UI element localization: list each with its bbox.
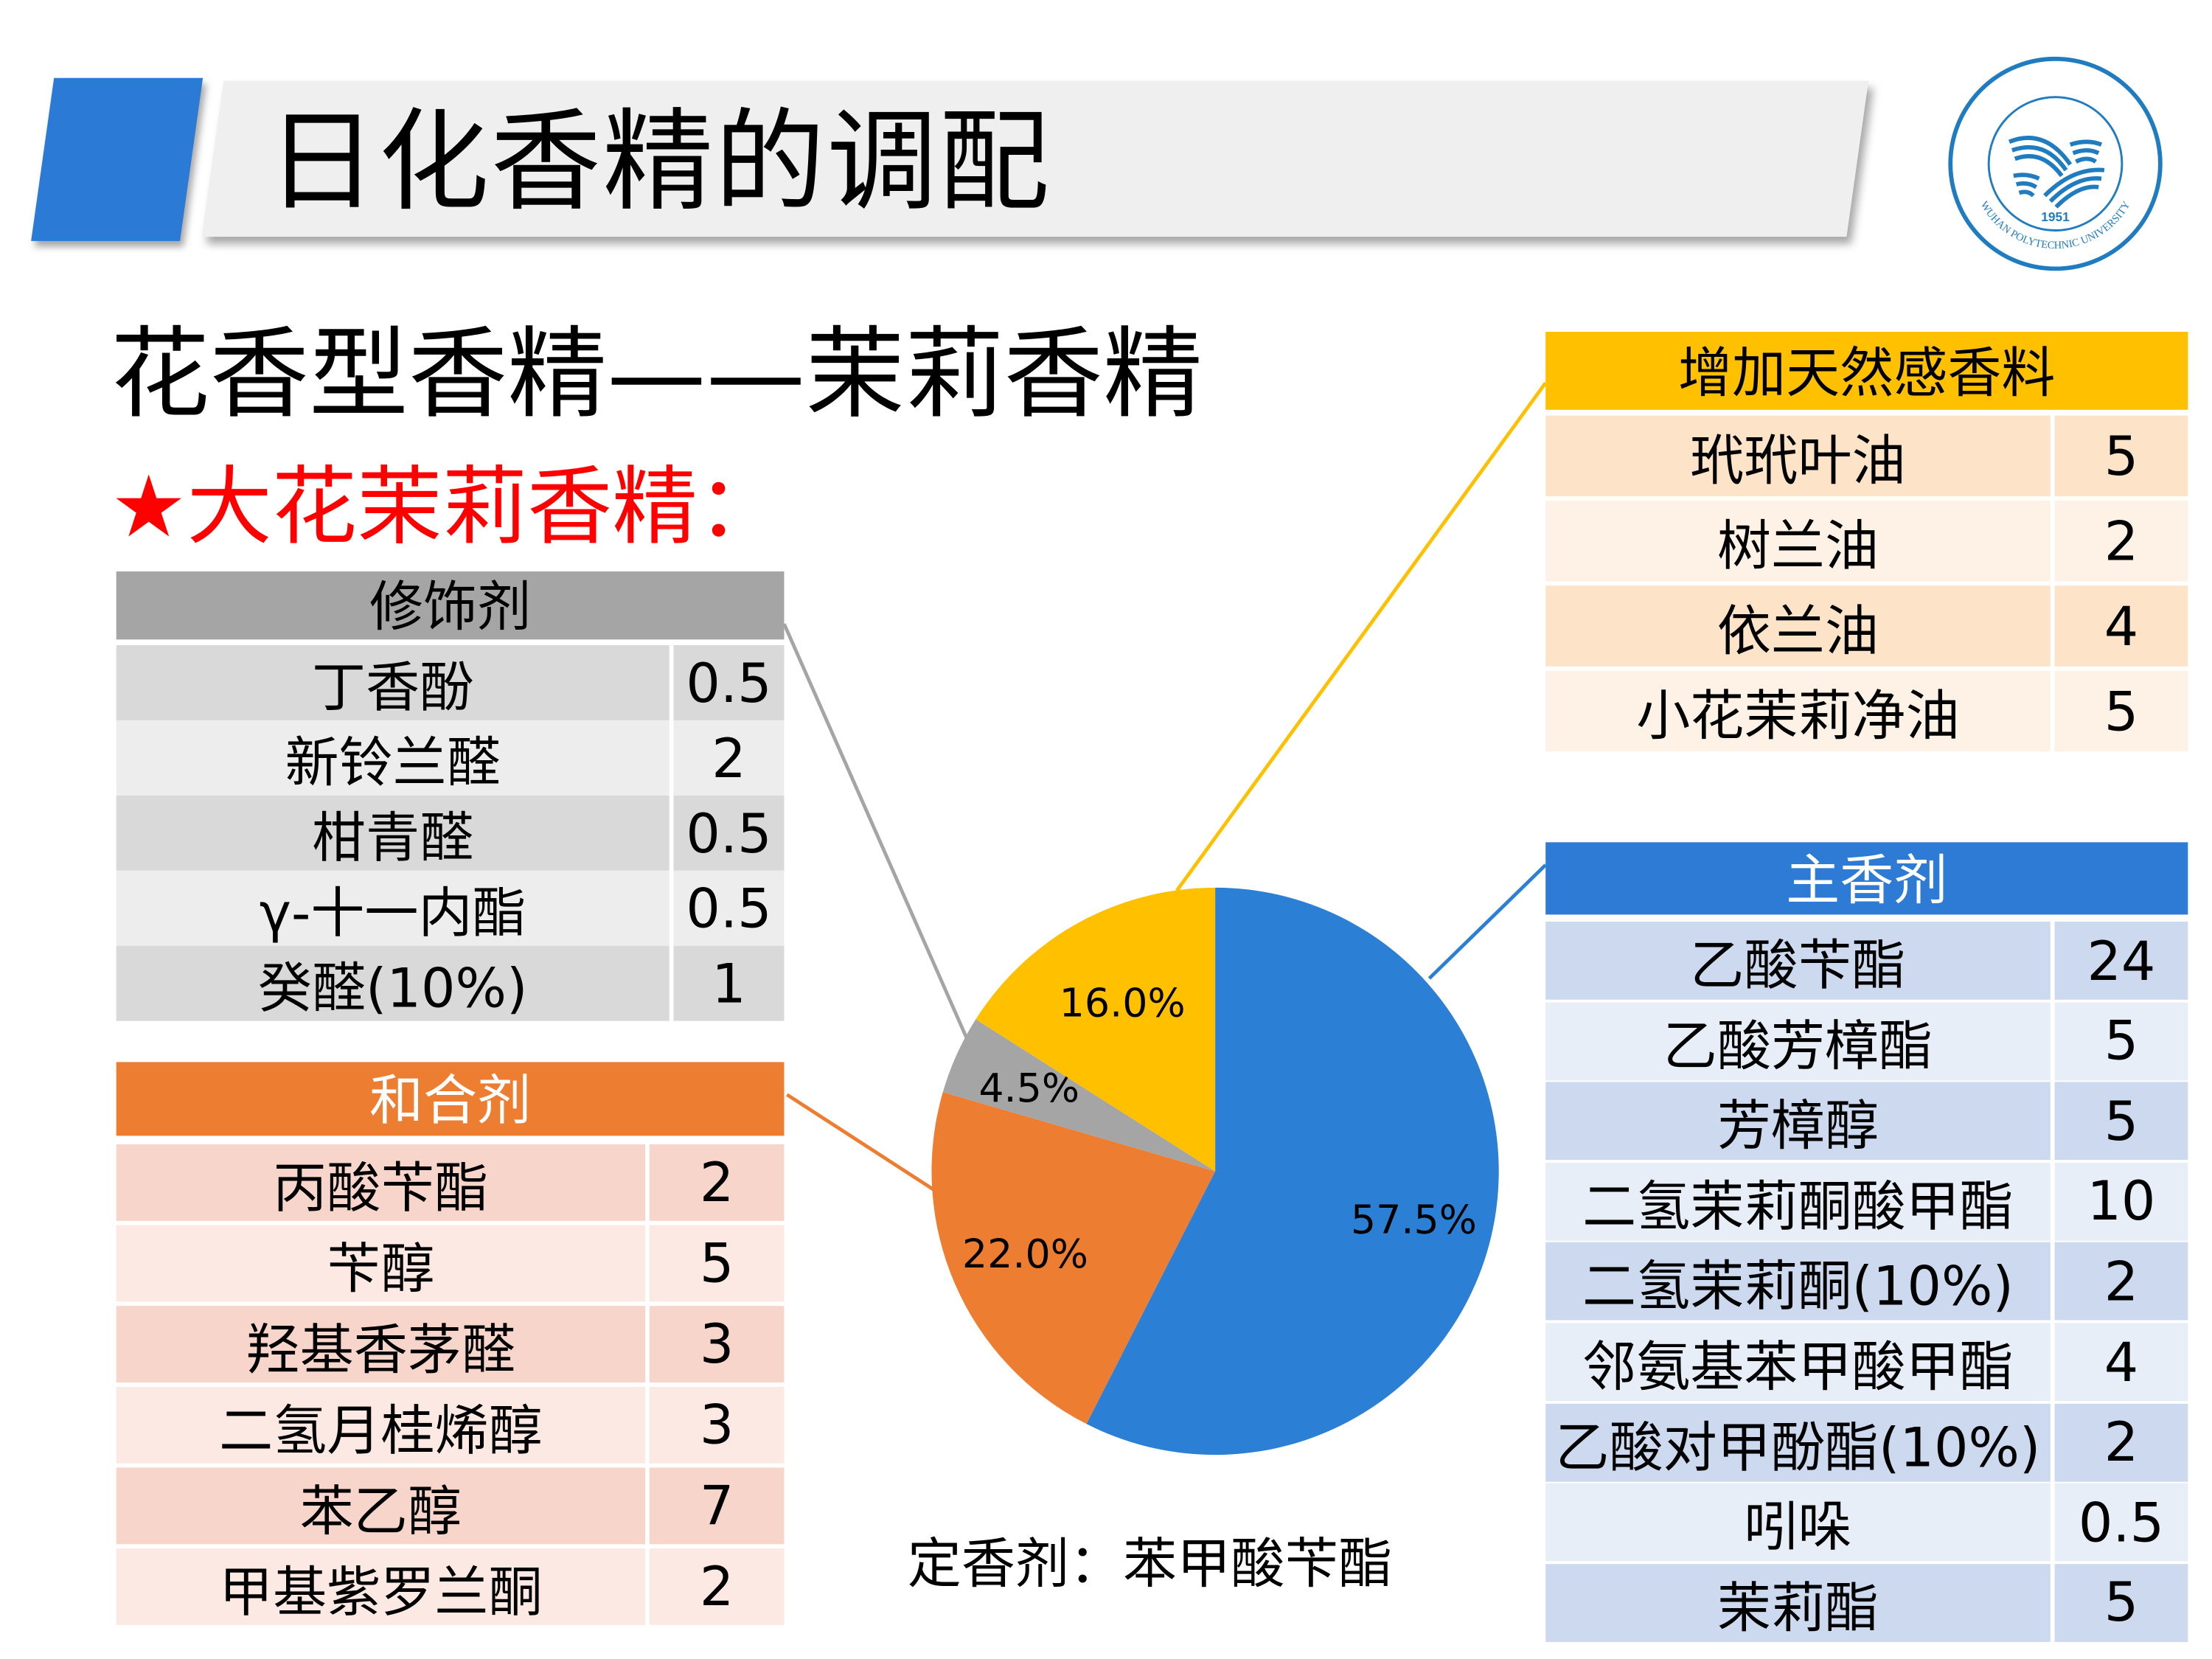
ingredient-cell: 丁香酚 <box>116 645 669 720</box>
ingredient-cell: 乙酸苄酯 <box>1545 922 2051 1000</box>
ingredient-cell: 甲基紫罗兰酮 <box>116 1548 646 1625</box>
amount-cell: 5 <box>2054 1563 2188 1642</box>
ingredient-cell: 树兰油 <box>1545 500 2051 582</box>
table-row: 小花茉莉净油 5 <box>1545 670 2188 752</box>
leader-line-modifier <box>782 623 970 1043</box>
table-row: 依兰油 4 <box>1545 585 2188 667</box>
ingredient-cell: 癸醛(10%) <box>116 945 669 1021</box>
table-row: 二氢茉莉酮(10%) 2 <box>1545 1242 2188 1321</box>
ingredient-cell: 苄醇 <box>116 1225 646 1302</box>
amount-cell: 5 <box>2054 1001 2188 1080</box>
table-header: 主香剂 <box>1545 842 2188 915</box>
amount-cell: 2 <box>649 1144 785 1221</box>
amount-cell: 2 <box>2054 1403 2188 1481</box>
table-row: 乙酸苄酯 24 <box>1545 922 2188 1000</box>
amount-cell: 0.5 <box>673 645 785 720</box>
ingredient-cell: 依兰油 <box>1545 585 2051 667</box>
subtitle: 花香型香精——茉莉香精 <box>111 316 1203 433</box>
table-row: 茉莉酯 5 <box>1545 1563 2188 1642</box>
ingredient-cell: 二氢茉莉酮酸甲酯 <box>1545 1162 2051 1241</box>
pie-slice <box>942 1019 1216 1172</box>
page-title: 日化香精的调配 <box>266 99 1051 227</box>
leader-line-blender <box>786 1093 937 1193</box>
table-header: 修饰剂 <box>116 571 785 640</box>
amount-cell: 1 <box>673 945 785 1021</box>
pie-slice <box>975 887 1216 1172</box>
amount-cell: 5 <box>2054 670 2188 752</box>
amount-cell: 5 <box>649 1225 785 1302</box>
svg-text:1951: 1951 <box>2041 209 2070 224</box>
amount-cell: 5 <box>2054 1082 2188 1161</box>
ingredient-cell: 吲哚 <box>1545 1483 2051 1562</box>
table-row: γ-十一内酯 0.5 <box>116 870 785 946</box>
table-row: 柑青醛 0.5 <box>116 795 785 871</box>
ingredient-cell: 茉莉酯 <box>1545 1563 2051 1642</box>
ingredient-cell: 丙酸苄酯 <box>116 1144 646 1221</box>
pie-data-label: 4.5% <box>978 1065 1079 1111</box>
title-accent-bar <box>31 77 204 241</box>
table-row: 乙酸对甲酚酯(10%) 2 <box>1545 1403 2188 1481</box>
table-row: 癸醛(10%) 1 <box>116 945 785 1021</box>
table-row: 羟基香茅醛 3 <box>116 1306 785 1383</box>
amount-cell: 0.5 <box>2054 1483 2188 1562</box>
table-row: 邻氨基苯甲酸甲酯 4 <box>1545 1323 2188 1402</box>
table-row: 二氢茉莉酮酸甲酯 10 <box>1545 1162 2188 1241</box>
table-row: 树兰油 2 <box>1545 500 2188 582</box>
ingredient-cell: 羟基香茅醛 <box>116 1306 646 1383</box>
leader-line-main <box>1427 863 1547 980</box>
ingredient-cell: 芳樟醇 <box>1545 1082 2051 1161</box>
amount-cell: 2 <box>649 1548 785 1625</box>
table-row: 二氢月桂烯醇 3 <box>116 1386 785 1464</box>
ingredient-cell: 玳玳叶油 <box>1545 415 2051 497</box>
recipe-title: ★大花茉莉香精： <box>111 458 783 557</box>
university-logo: 1951 WUHAN POLYTECHNIC UNIVERSITY <box>1948 56 2163 271</box>
table-row: 苄醇 5 <box>116 1225 785 1302</box>
pie-data-label: 22.0% <box>962 1231 1088 1277</box>
table-row: 乙酸芳樟酯 5 <box>1545 1001 2188 1080</box>
ingredient-cell: 乙酸对甲酚酯(10%) <box>1545 1403 2051 1481</box>
pie-data-label: 57.5% <box>1351 1196 1477 1242</box>
fixative-note: 定香剂：苯甲酸苄酯 <box>907 1532 1393 1596</box>
amount-cell: 24 <box>2054 922 2188 1000</box>
ingredient-cell: 乙酸芳樟酯 <box>1545 1001 2051 1080</box>
amount-cell: 5 <box>2054 415 2188 497</box>
ingredient-cell: 邻氨基苯甲酸甲酯 <box>1545 1323 2051 1402</box>
ingredient-cell: 二氢月桂烯醇 <box>116 1386 646 1464</box>
amount-cell: 2 <box>2054 1242 2188 1321</box>
table-row: 芳樟醇 5 <box>1545 1082 2188 1161</box>
ingredient-cell: 二氢茉莉酮(10%) <box>1545 1242 2051 1321</box>
amount-cell: 3 <box>649 1386 785 1464</box>
amount-cell: 10 <box>2054 1162 2188 1241</box>
leader-line-natural <box>1175 381 1548 892</box>
table-row: 吲哚 0.5 <box>1545 1483 2188 1562</box>
ingredient-cell: γ-十一内酯 <box>116 870 669 946</box>
ingredient-cell: 新铃兰醛 <box>116 720 669 796</box>
table-row: 丙酸苄酯 2 <box>116 1144 785 1221</box>
ingredient-cell: 苯乙醇 <box>116 1467 646 1545</box>
pie-data-label: 16.0% <box>1060 980 1186 1026</box>
table-header: 和合剂 <box>116 1062 785 1136</box>
table-header: 增加天然感香料 <box>1545 332 2188 410</box>
pie-slice <box>1086 887 1499 1455</box>
table-row: 丁香酚 0.5 <box>116 645 785 720</box>
amount-cell: 4 <box>2054 1323 2188 1402</box>
amount-cell: 0.5 <box>673 870 785 946</box>
table-row: 苯乙醇 7 <box>116 1467 785 1545</box>
table-row: 甲基紫罗兰酮 2 <box>116 1548 785 1625</box>
table-row: 新铃兰醛 2 <box>116 720 785 796</box>
ingredient-cell: 小花茉莉净油 <box>1545 670 2051 752</box>
ingredient-cell: 柑青醛 <box>116 795 669 871</box>
amount-cell: 2 <box>673 720 785 796</box>
amount-cell: 7 <box>649 1467 785 1545</box>
amount-cell: 0.5 <box>673 795 785 871</box>
pie-slice <box>931 1092 1216 1425</box>
amount-cell: 3 <box>649 1306 785 1383</box>
table-row: 玳玳叶油 5 <box>1545 415 2188 497</box>
amount-cell: 4 <box>2054 585 2188 667</box>
amount-cell: 2 <box>2054 500 2188 582</box>
